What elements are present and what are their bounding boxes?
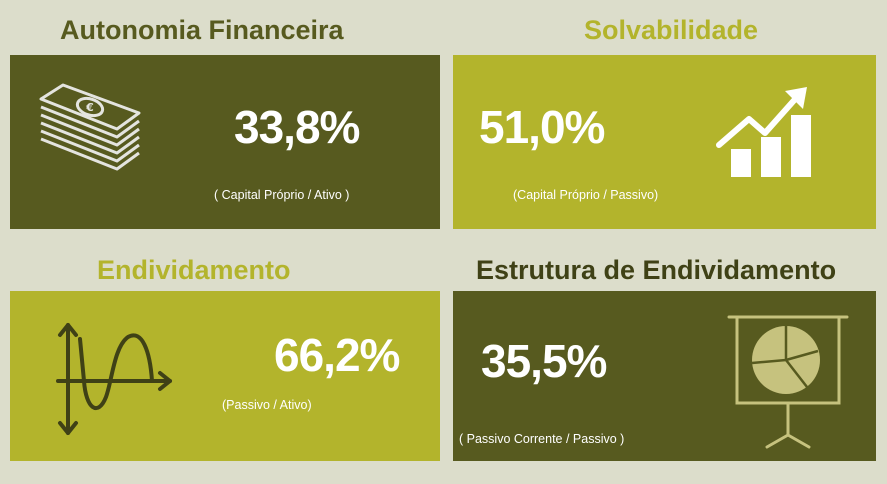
- panel-title-estrutura: Estrutura de Endividamento: [476, 255, 837, 285]
- panel-value-estrutura: 35,5%: [481, 335, 607, 387]
- money-stack-icon: €: [39, 83, 141, 171]
- panel-value-autonomia: 33,8%: [234, 101, 360, 153]
- panel-card-endividamento: 66,2% (Passivo / Ativo): [10, 291, 440, 461]
- panel-card-solvabilidade: 51,0% (Capital Próprio / Passivo): [453, 55, 876, 229]
- svg-text:€: €: [85, 101, 94, 114]
- panel-card-autonomia: € 33,8% ( Capital Próprio / Ativo ): [10, 55, 440, 229]
- panel-card-estrutura: 35,5% ( Passivo Corrente / Passivo ): [453, 291, 876, 461]
- pie-chart-board-icon: [727, 315, 849, 449]
- panel-title-autonomia: Autonomia Financeira: [60, 15, 344, 45]
- curve-graph-icon: [56, 323, 172, 435]
- panel-value-endividamento: 66,2%: [274, 329, 400, 381]
- panel-formula-solvabilidade: (Capital Próprio / Passivo): [513, 188, 659, 202]
- panel-title-solvabilidade: Solvabilidade: [584, 15, 759, 45]
- growth-chart-icon: [716, 87, 811, 177]
- panel-formula-autonomia: ( Capital Próprio / Ativo ): [214, 188, 350, 202]
- panel-formula-endividamento: (Passivo / Ativo): [222, 398, 312, 412]
- panel-value-solvabilidade: 51,0%: [479, 101, 605, 153]
- panel-title-endividamento: Endividamento: [97, 255, 291, 285]
- panel-formula-estrutura: ( Passivo Corrente / Passivo ): [459, 432, 625, 446]
